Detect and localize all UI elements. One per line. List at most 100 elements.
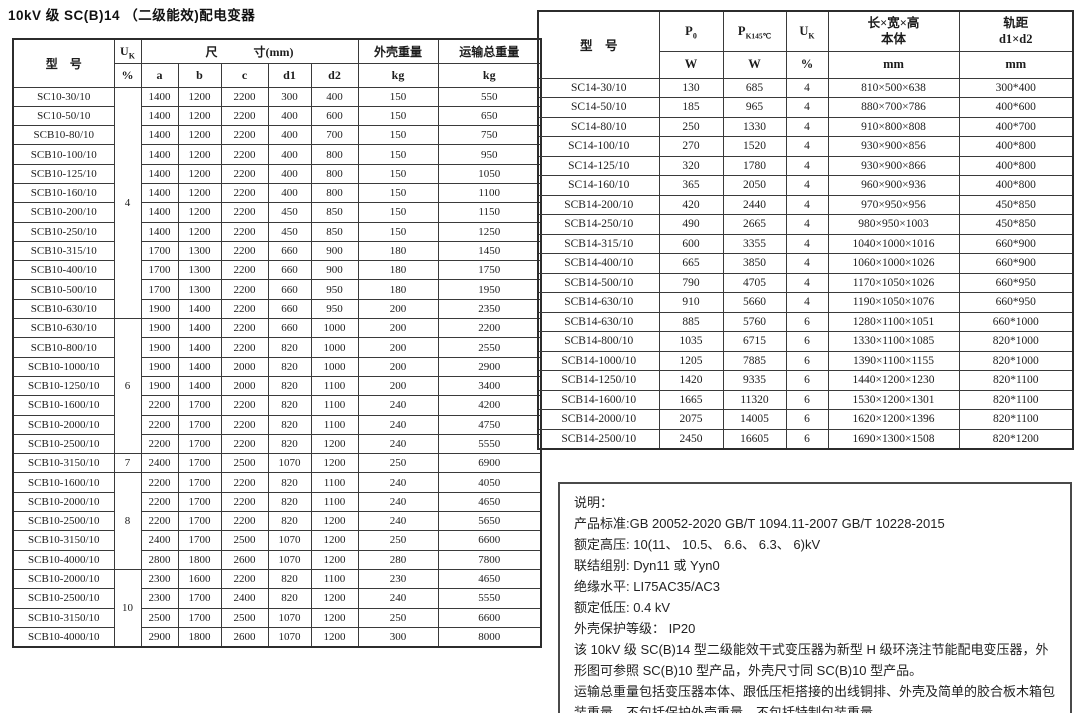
- table-cell: 1400: [140, 105, 179, 127]
- table-cell: 820: [267, 472, 312, 493]
- model-cell: SC10-50/10: [12, 105, 115, 127]
- lt-header-size: 尺 寸(mm): [140, 38, 359, 64]
- table-cell: 2200: [220, 511, 269, 532]
- lt-header-uk: UK: [113, 38, 142, 64]
- notes-line: 联结组别: Dyn11 或 Yyn0: [574, 558, 720, 573]
- right-table-row: SCB14-1250/10 1420 9335 6 1440×1200×1230 820*…: [537, 370, 1074, 391]
- table-cell: 1700: [140, 240, 179, 262]
- left-table-row: SCB10-2000/10 10 2300 1600 2200 820 1100 230 465…: [12, 568, 542, 648]
- table-cell: 1900: [140, 375, 179, 397]
- table-cell: 1700: [177, 414, 222, 435]
- table-cell: 2500: [220, 453, 269, 474]
- table-cell: 1000: [310, 356, 359, 377]
- model-cell: SCB10-315/10: [12, 240, 115, 262]
- table-cell: 1665: [658, 389, 724, 410]
- table-cell: 850: [310, 202, 359, 223]
- model-cell: SCB10-3150/10: [12, 530, 115, 551]
- uk-group-cell: 6: [113, 318, 142, 455]
- lt-header-col-d1: d1: [267, 62, 312, 88]
- table-cell: 1150: [437, 202, 542, 223]
- table-cell: 2500: [220, 530, 269, 551]
- table-cell: 320: [658, 155, 724, 176]
- left-table-row: SCB10-3150/10 2400 1700 2500 1070 1200 250 6600: [12, 530, 542, 551]
- table-cell: 1530×1200×1301: [827, 389, 960, 410]
- table-cell: 2200: [220, 298, 269, 320]
- table-cell: 600: [658, 233, 724, 254]
- table-cell: 6: [785, 370, 829, 391]
- right-table-row: SCB14-500/10 790 4705 4 1170×1050×1026 660*95…: [537, 272, 1074, 293]
- model-cell: SCB10-200/10: [12, 202, 115, 223]
- table-cell: 300: [357, 626, 439, 648]
- table-cell: 2200: [220, 221, 269, 242]
- table-cell: 910×800×808: [827, 116, 960, 137]
- table-cell: 660*1000: [958, 311, 1074, 332]
- table-cell: 1400: [140, 221, 179, 242]
- notes-box: 说明： 产品标准:GB 20052-2020 GB/T 1094.11-2007…: [558, 482, 1072, 713]
- table-cell: 820: [267, 491, 312, 513]
- table-cell: 1700: [140, 260, 179, 281]
- model-cell: SCB10-3150/10: [12, 453, 115, 474]
- table-cell: 4: [785, 214, 829, 235]
- table-cell: 2200: [220, 182, 269, 204]
- model-cell: SCB10-3150/10: [12, 607, 115, 628]
- table-cell: 1250: [437, 221, 542, 242]
- table-cell: 4: [785, 136, 829, 157]
- table-cell: 1900: [140, 337, 179, 358]
- table-cell: 14005: [722, 409, 787, 430]
- table-cell: 8000: [437, 626, 542, 648]
- left-table-row: SCB10-100/10 1400 1200 2200 400 800 150 950: [12, 144, 542, 165]
- table-cell: 2300: [140, 568, 179, 590]
- table-cell: 1100: [437, 182, 542, 204]
- model-cell: SCB14-400/10: [537, 253, 660, 274]
- table-cell: 2400: [220, 588, 269, 609]
- model-cell: SC10-30/10: [12, 86, 115, 107]
- model-cell: SCB10-4000/10: [12, 626, 115, 648]
- table-cell: 1100: [310, 375, 359, 397]
- table-cell: 240: [357, 433, 439, 455]
- right-table-row: SCB14-630/10 910 5660 4 1190×1050×1076 660*95…: [537, 292, 1074, 313]
- table-cell: 2300: [140, 588, 179, 609]
- table-cell: 1400: [140, 86, 179, 107]
- model-cell: SCB10-100/10: [12, 144, 115, 165]
- model-cell: SCB14-1000/10: [537, 350, 660, 371]
- table-cell: 2075: [658, 409, 724, 430]
- left-table-row: SCB10-4000/10 2800 1800 2600 1070 1200 280 7800: [12, 549, 542, 570]
- table-cell: 910: [658, 292, 724, 313]
- right-table-row: SCB14-200/10 420 2440 4 970×950×956 450*850: [537, 194, 1074, 215]
- table-cell: 820: [267, 511, 312, 532]
- model-cell: SCB14-1250/10: [537, 370, 660, 391]
- left-table-row: SCB10-3150/10 2500 1700 2500 1070 1200 250 6600: [12, 607, 542, 628]
- table-cell: 1800: [177, 549, 222, 570]
- table-cell: 400: [267, 163, 312, 184]
- table-cell: 660: [267, 318, 312, 339]
- table-cell: 5650: [437, 511, 542, 532]
- table-cell: 280: [357, 549, 439, 570]
- page-title: 10kV 级 SC(B)14 （二级能效)配电变器: [8, 8, 256, 23]
- left-table-row: SCB10-250/10 1400 1200 2200 450 850 150 1250: [12, 221, 542, 242]
- table-cell: 820: [267, 414, 312, 435]
- notes-line: 运输总重量包括变压器本体、跟低压柜搭接的出线铜排、外壳及简单的胶合板木箱包装重量…: [574, 684, 1056, 713]
- table-cell: 2200: [220, 568, 269, 590]
- rt-header-uk: UK: [785, 10, 829, 52]
- table-cell: 4750: [437, 414, 542, 435]
- table-cell: 1440×1200×1230: [827, 370, 960, 391]
- table-cell: 3355: [722, 233, 787, 254]
- table-cell: 150: [357, 221, 439, 242]
- table-cell: 4200: [437, 395, 542, 416]
- table-cell: 4650: [437, 491, 542, 513]
- right-table-row: SCB14-1600/10 1665 11320 6 1530×1200×1301 820…: [537, 389, 1074, 410]
- table-cell: 450: [267, 202, 312, 223]
- table-cell: 2200: [220, 125, 269, 146]
- table-cell: 1700: [177, 472, 222, 493]
- table-cell: 1700: [140, 279, 179, 300]
- table-cell: 2450: [658, 428, 724, 449]
- table-cell: 400: [310, 86, 359, 107]
- table-cell: 150: [357, 105, 439, 127]
- left-table-row: SCB10-3150/10 7 2400 1700 2500 1070 1200 250 690…: [12, 453, 542, 474]
- table-cell: 450*850: [958, 214, 1074, 235]
- table-cell: 660: [267, 298, 312, 320]
- table-cell: 6: [785, 350, 829, 371]
- right-table-row: SC14-30/10 130 685 4 810×500×638 300*400: [537, 77, 1074, 98]
- table-cell: 2440: [722, 194, 787, 215]
- table-cell: 1040×1000×1016: [827, 233, 960, 254]
